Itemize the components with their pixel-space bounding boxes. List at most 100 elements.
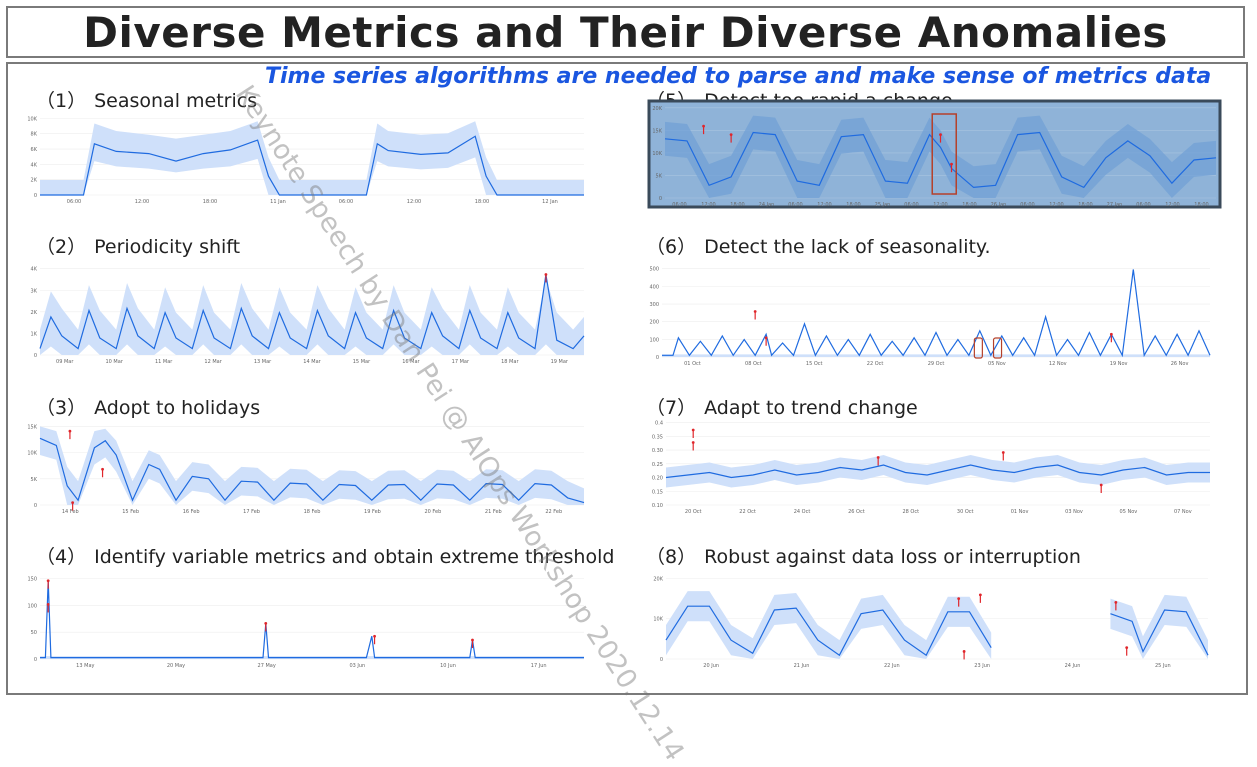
chart-panel-8: 0 10K 20K 20 Jun 21 Jun 22 Jun 23 Jun 24 Jun 25 … bbox=[650, 572, 1212, 669]
panel-6-number: （6） bbox=[646, 236, 697, 258]
y-tick-label: 0 bbox=[660, 657, 663, 663]
anomaly-point bbox=[264, 622, 268, 625]
y-tick-label: 10K bbox=[652, 151, 662, 157]
x-tick-label: 22 Oct bbox=[739, 509, 756, 515]
x-tick-label: 12 Nov bbox=[1049, 361, 1067, 367]
series-line bbox=[662, 269, 1211, 358]
x-tick-label: 01 Nov bbox=[1011, 509, 1029, 515]
x-tick-label: 21 Jun bbox=[794, 663, 810, 669]
y-tick-label: 4K bbox=[31, 162, 38, 168]
y-tick-label: 0.25 bbox=[652, 462, 663, 468]
x-tick-label: 06:00 bbox=[904, 202, 918, 208]
x-tick-label: 11 Mar bbox=[155, 359, 173, 365]
y-tick-label: 20K bbox=[652, 106, 662, 112]
x-tick-label: 19 Nov bbox=[1110, 361, 1128, 367]
anomaly-point bbox=[729, 133, 733, 136]
x-tick-label: 18:00 bbox=[203, 199, 217, 205]
y-tick-label: 1K bbox=[31, 331, 38, 337]
x-tick-label: 27 May bbox=[258, 663, 276, 669]
x-tick-label: 06:00 bbox=[339, 199, 353, 205]
x-tick-label: 24 Jun bbox=[1065, 663, 1081, 669]
anomaly-point bbox=[1114, 601, 1118, 604]
chart-panel-4: 0 50 100 150 13 May 20 May 27 May 03 Jun 10 Jun 1… bbox=[26, 572, 588, 669]
anomaly-point bbox=[702, 124, 705, 128]
x-tick-label: 26 Jan bbox=[991, 202, 1007, 208]
confidence-band bbox=[40, 278, 584, 355]
y-tick-label: 0 bbox=[34, 657, 37, 663]
y-tick-label: 0.10 bbox=[652, 503, 663, 509]
y-tick-label: 400 bbox=[649, 284, 659, 290]
y-tick-label: 4K bbox=[31, 267, 38, 273]
x-tick-label: 24 Oct bbox=[794, 509, 811, 515]
anomaly-point bbox=[46, 603, 50, 606]
y-tick-label: 5K bbox=[31, 477, 38, 483]
page-title: Diverse Metrics and Their Diverse Anomal… bbox=[83, 7, 1168, 57]
anomaly-point bbox=[1001, 451, 1005, 454]
x-tick-label: 12:00 bbox=[933, 202, 947, 208]
y-tick-label: 2K bbox=[31, 310, 38, 316]
x-tick-label: 10 Mar bbox=[105, 359, 123, 365]
anomaly-point bbox=[471, 638, 474, 642]
anomaly-point bbox=[764, 336, 768, 340]
confidence-band bbox=[666, 455, 1210, 488]
panel-1-number: （1） bbox=[36, 90, 87, 112]
anomaly-point bbox=[691, 428, 695, 432]
y-tick-label: 50 bbox=[31, 630, 37, 636]
y-tick-label: 8K bbox=[31, 132, 38, 138]
x-tick-label: 12:00 bbox=[701, 202, 715, 208]
panel-3-heading: （3） Adopt to holidays bbox=[36, 393, 260, 420]
anomaly-point bbox=[68, 429, 72, 433]
y-tick-label: 20K bbox=[653, 576, 663, 582]
x-tick-label: 06:00 bbox=[672, 202, 686, 208]
panel-8-heading: （8） Robust against data loss or interrupt… bbox=[646, 542, 1081, 569]
x-tick-label: 05 Nov bbox=[988, 361, 1006, 367]
y-tick-label: 6K bbox=[31, 147, 38, 153]
x-tick-label: 12 Mar bbox=[204, 359, 222, 365]
chart-panel-2: 0 1K 2K 3K 4K 09 Mar 10 Mar 11 Mar 12 Mar 13 Mar 1… bbox=[26, 262, 588, 365]
x-tick-label: 17 Feb bbox=[243, 509, 260, 515]
x-tick-label: 13 May bbox=[76, 663, 94, 669]
series-line bbox=[39, 274, 585, 350]
x-tick-label: 01 Oct bbox=[684, 361, 701, 367]
x-tick-label: 19 Feb bbox=[364, 509, 381, 515]
anomaly-point bbox=[978, 593, 982, 597]
panel-1-title: Seasonal metrics bbox=[94, 90, 258, 112]
y-tick-label: 300 bbox=[649, 302, 659, 308]
y-tick-label: 5K bbox=[656, 173, 663, 179]
anomaly-point bbox=[876, 456, 880, 459]
x-tick-label: 12 Jan bbox=[542, 199, 558, 205]
x-tick-label: 20 May bbox=[167, 663, 185, 669]
x-tick-label: 16 Feb bbox=[183, 509, 200, 515]
y-tick-label: 500 bbox=[649, 267, 659, 273]
x-tick-label: 08 Oct bbox=[745, 361, 762, 367]
series-line bbox=[664, 131, 1217, 189]
x-tick-label: 25 Jan bbox=[875, 202, 891, 208]
x-tick-label: 13 Mar bbox=[254, 359, 272, 365]
confidence-band bbox=[665, 115, 1216, 198]
confidence-band bbox=[666, 591, 992, 659]
y-tick-label: 0.35 bbox=[652, 434, 663, 440]
x-tick-label: 14 Mar bbox=[303, 359, 321, 365]
anomaly-point bbox=[1125, 646, 1129, 650]
x-tick-label: 18:00 bbox=[962, 202, 976, 208]
x-tick-label: 26 Oct bbox=[848, 509, 865, 515]
anomaly-point bbox=[71, 501, 75, 505]
x-tick-label: 18 Feb bbox=[304, 509, 321, 515]
y-tick-label: 100 bbox=[649, 337, 659, 343]
x-tick-label: 22 Jun bbox=[884, 663, 900, 669]
y-tick-label: 100 bbox=[27, 603, 37, 609]
x-tick-label: 05 Nov bbox=[1120, 509, 1138, 515]
y-tick-label: 3K bbox=[31, 288, 38, 294]
x-tick-label: 15 Mar bbox=[353, 359, 371, 365]
x-tick-label: 18:00 bbox=[1194, 202, 1208, 208]
x-tick-label: 19 Mar bbox=[551, 359, 569, 365]
y-tick-label: 0.30 bbox=[652, 448, 663, 454]
x-tick-label: 15 Feb bbox=[122, 509, 139, 515]
x-tick-label: 18:00 bbox=[1078, 202, 1092, 208]
chart-1-svg: 0 2K 4K 6K 8K 10K 06:00 12:00 18:00 11 Jan 06:00 12… bbox=[27, 116, 584, 205]
title-bar: Diverse Metrics and Their Diverse Anomal… bbox=[6, 6, 1245, 58]
panel-2-number: （2） bbox=[36, 236, 87, 258]
panel-4-title: Identify variable metrics and obtain ext… bbox=[94, 546, 615, 568]
x-tick-label: 18:00 bbox=[730, 202, 744, 208]
anomaly-point bbox=[962, 650, 966, 653]
